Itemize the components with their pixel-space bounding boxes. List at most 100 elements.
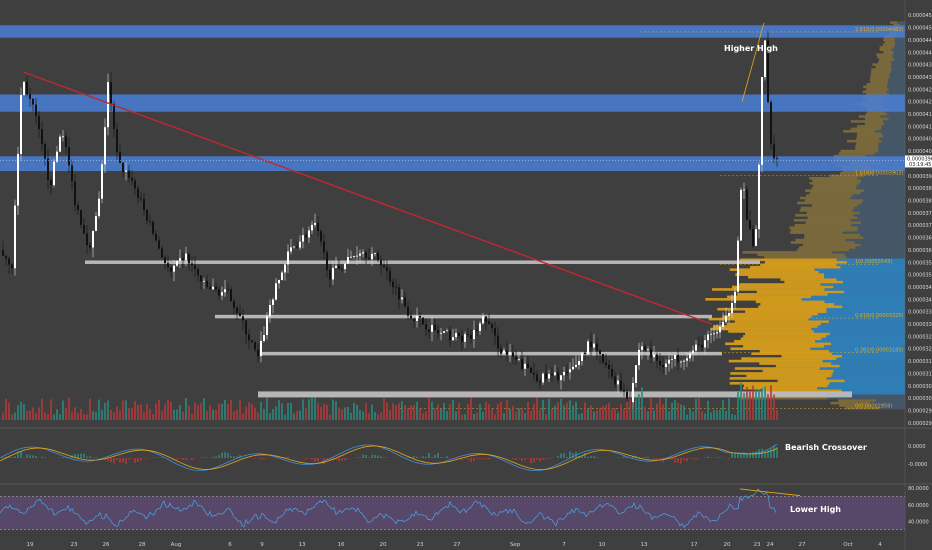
candle-body <box>776 158 778 160</box>
volume-profile-bar-up <box>870 78 889 81</box>
volume-profile-bar-down <box>874 152 905 155</box>
candle-body <box>32 98 34 105</box>
volume-bar <box>392 403 394 420</box>
volume-bar <box>335 401 337 420</box>
volume-profile-bar-up <box>812 179 862 183</box>
volume-profile-bar-down <box>881 132 905 136</box>
volume-profile-bar-down <box>831 394 905 397</box>
volume-profile-bar-up <box>781 354 843 358</box>
volume-profile-bar-up <box>884 41 896 44</box>
volume-bar <box>473 414 475 420</box>
volume-bar <box>443 402 445 420</box>
macd-histogram-bar <box>311 458 313 460</box>
volume-profile-bar-up <box>737 293 828 296</box>
volume-profile-bar-down <box>894 46 905 49</box>
volume-profile-bar-down <box>836 357 905 360</box>
volume-bar <box>131 408 133 420</box>
volume-profile-bar-down <box>860 211 905 215</box>
candle-body <box>365 252 367 258</box>
volume-bar <box>104 402 106 420</box>
volume-profile-bar-down <box>846 256 905 259</box>
volume-profile-bar-up <box>741 357 837 360</box>
volume-profile-bar-down <box>824 275 905 279</box>
macd-histogram-bar <box>482 458 484 460</box>
volume-profile-bar-up <box>864 117 889 121</box>
volume-profile-bar-up <box>760 263 837 267</box>
volume-bar <box>11 414 13 420</box>
volume-bar <box>410 405 412 420</box>
volume-profile-bar-up <box>800 206 855 210</box>
volume-bar <box>542 399 544 420</box>
volume-bar <box>305 407 307 420</box>
volume-profile-bar-down <box>843 280 905 284</box>
volume-profile-bar-up <box>728 359 823 363</box>
candle-body <box>35 104 37 117</box>
candle-body <box>56 151 58 162</box>
volume-bar <box>599 407 601 420</box>
volume-bar <box>317 403 319 420</box>
volume-profile-bar-up <box>757 253 846 257</box>
price-tick-label: 0.00003550 <box>908 260 932 266</box>
volume-bar <box>101 409 103 420</box>
volume-bar <box>746 386 748 420</box>
macd-histogram-bar <box>260 458 262 460</box>
candle-body <box>47 158 49 181</box>
volume-bar <box>464 414 466 420</box>
macd-histogram-bar <box>632 455 634 458</box>
candle-body <box>752 228 754 246</box>
candle-body <box>344 263 346 270</box>
volume-profile-bar-down <box>852 194 905 197</box>
volume-bar <box>89 398 91 420</box>
volume-profile-bar-down <box>811 315 905 318</box>
macd-histogram-bar <box>425 456 427 458</box>
volume-profile-bar-down <box>870 404 905 407</box>
volume-bar <box>689 408 691 420</box>
volume-profile-bar-down <box>850 196 905 200</box>
volume-profile-bar-down <box>826 335 905 338</box>
rsi-tick-label: 40.0000 <box>908 519 929 525</box>
volume-profile-bar-down <box>840 265 905 269</box>
macd-histogram-bar <box>68 457 70 458</box>
volume-bar <box>488 404 490 420</box>
candle-body <box>635 365 637 383</box>
candle-body <box>395 287 397 288</box>
volume-bar <box>41 398 43 420</box>
macd-histogram-bar <box>119 458 121 463</box>
volume-profile-bar-up <box>805 189 865 192</box>
volume-bar <box>707 400 709 420</box>
volume-bar <box>146 403 148 420</box>
candle-body <box>131 177 133 181</box>
candle-body <box>104 127 106 165</box>
candle-body <box>65 136 67 148</box>
candle-body <box>356 255 358 257</box>
candle-body <box>668 359 670 364</box>
volume-bar <box>755 389 757 420</box>
volume-bar <box>611 409 613 420</box>
volume-profile-bar-down <box>820 322 905 326</box>
macd-histogram-bar <box>359 457 361 458</box>
volume-bar <box>221 403 223 420</box>
volume-profile-bar-up <box>777 379 845 383</box>
candle-body <box>593 343 595 348</box>
macd-histogram-bar <box>185 458 187 461</box>
volume-bar <box>515 411 517 420</box>
candle-body <box>608 364 610 370</box>
candle-body <box>83 224 85 234</box>
volume-bar <box>623 409 625 420</box>
volume-profile-bar-down <box>844 379 905 383</box>
volume-bar <box>494 414 496 420</box>
candle-body <box>161 248 163 258</box>
volume-bar <box>185 397 187 420</box>
volume-profile-bar-up <box>858 115 881 118</box>
candle-body <box>260 340 262 357</box>
volume-bar <box>233 411 235 420</box>
volume-bar <box>320 407 322 420</box>
macd-histogram-bar <box>203 457 205 458</box>
candle-body <box>254 342 256 350</box>
candle-body <box>89 245 91 248</box>
macd-histogram-bar <box>233 456 235 458</box>
volume-bar <box>224 400 226 420</box>
volume-profile-bar-up <box>857 132 882 136</box>
volume-profile-bar-up <box>799 209 853 212</box>
candle-body <box>68 147 70 166</box>
